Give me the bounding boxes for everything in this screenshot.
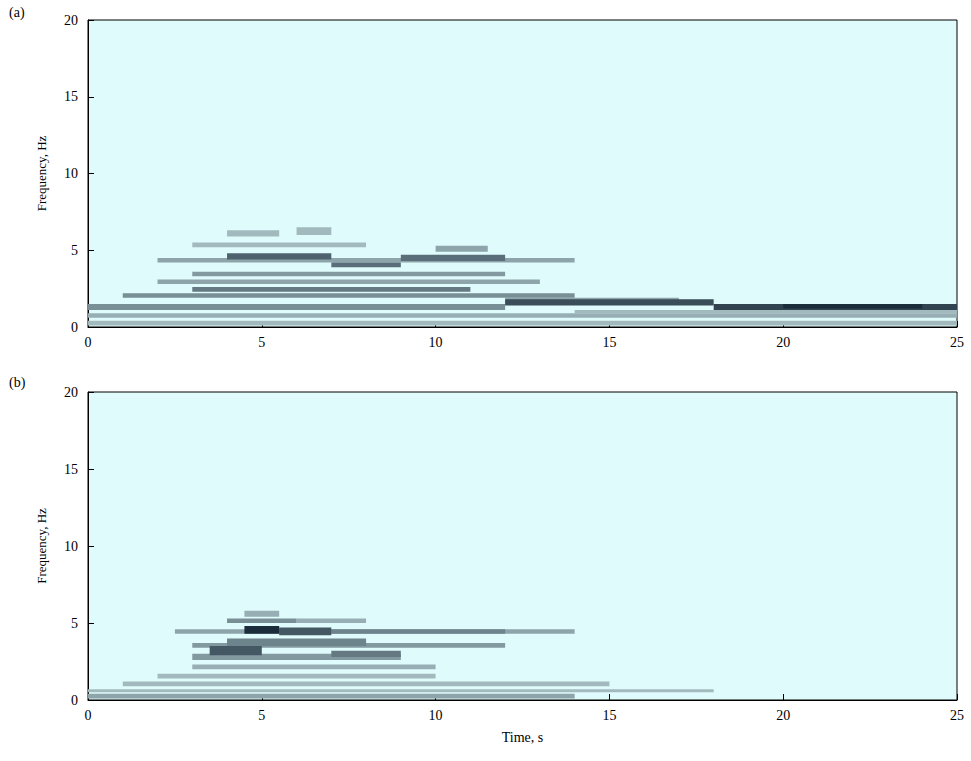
svg-text:0: 0 — [85, 708, 92, 723]
svg-text:20: 20 — [64, 13, 78, 28]
svg-text:Frequency, Hz: Frequency, Hz — [34, 508, 49, 584]
svg-text:Frequency, Hz: Frequency, Hz — [34, 135, 49, 211]
svg-text:20: 20 — [776, 708, 790, 723]
svg-text:10: 10 — [429, 708, 443, 723]
svg-text:(a): (a) — [9, 5, 25, 21]
svg-text:0: 0 — [85, 335, 92, 350]
svg-text:0: 0 — [71, 693, 78, 708]
svg-text:20: 20 — [776, 335, 790, 350]
svg-text:(b): (b) — [9, 375, 26, 391]
svg-text:Time, s: Time, s — [502, 730, 544, 745]
svg-text:15: 15 — [64, 89, 78, 104]
svg-text:15: 15 — [602, 708, 616, 723]
svg-text:0: 0 — [71, 320, 78, 335]
svg-text:5: 5 — [71, 616, 78, 631]
svg-text:5: 5 — [71, 243, 78, 258]
svg-text:15: 15 — [64, 462, 78, 477]
svg-text:10: 10 — [64, 166, 78, 181]
svg-text:15: 15 — [602, 335, 616, 350]
svg-text:10: 10 — [429, 335, 443, 350]
svg-text:20: 20 — [64, 385, 78, 400]
svg-text:5: 5 — [258, 335, 265, 350]
svg-text:10: 10 — [64, 539, 78, 554]
svg-text:5: 5 — [258, 708, 265, 723]
svg-text:25: 25 — [950, 708, 964, 723]
svg-text:25: 25 — [950, 335, 964, 350]
